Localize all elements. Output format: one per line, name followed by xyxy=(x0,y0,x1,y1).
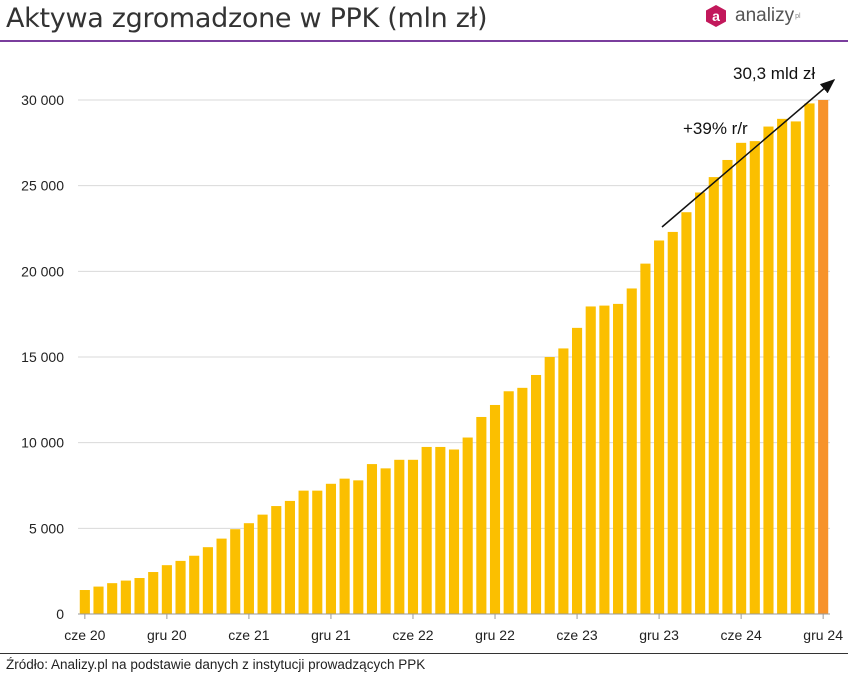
logo-mark-icon: a xyxy=(704,4,728,28)
bar xyxy=(503,391,514,614)
bar xyxy=(79,590,90,614)
bar xyxy=(777,118,788,614)
bar xyxy=(284,500,295,614)
bar xyxy=(585,306,596,614)
bar xyxy=(476,416,487,614)
bar xyxy=(243,523,254,614)
bar xyxy=(298,490,309,614)
bar xyxy=(599,305,610,614)
y-axis: 0 5 000 10 000 15 000 20 000 25 000 30 000 xyxy=(21,92,64,622)
source-note: Źródło: Analizy.pl na podstawie danych z… xyxy=(6,657,426,672)
x-tick-label: gru 20 xyxy=(147,627,187,643)
x-tick-label: cze 20 xyxy=(64,627,105,643)
brand-logo: a analizy pl xyxy=(704,0,801,32)
bar xyxy=(407,459,419,614)
x-tick-label: cze 21 xyxy=(228,627,269,643)
bar xyxy=(134,578,145,614)
logo-suffix: pl xyxy=(795,12,801,20)
x-axis: cze 20 gru 20 cze 21 gru 21 cze 22 gru 22 cze … xyxy=(64,613,843,643)
bar xyxy=(804,103,815,614)
bar xyxy=(749,141,760,614)
bar xyxy=(421,446,432,614)
title-divider xyxy=(0,40,848,42)
bar xyxy=(790,121,801,615)
bar xyxy=(175,560,186,614)
bar xyxy=(216,538,227,614)
bar xyxy=(161,565,172,614)
bar xyxy=(517,387,528,614)
x-tick-label: gru 21 xyxy=(311,627,351,643)
bar xyxy=(736,142,747,614)
bar xyxy=(667,231,678,614)
bar xyxy=(107,583,118,614)
bar xyxy=(681,212,692,614)
bar xyxy=(312,490,323,614)
bar xyxy=(325,483,337,614)
bar xyxy=(366,464,378,614)
bar xyxy=(230,529,241,614)
annotation-growth: +39% r/r xyxy=(683,119,748,138)
bar xyxy=(640,263,651,614)
bar xyxy=(257,514,268,614)
bar xyxy=(380,468,391,614)
bar xyxy=(448,449,460,614)
x-tick-label: gru 22 xyxy=(475,627,515,643)
bar xyxy=(558,348,569,614)
bar xyxy=(818,100,829,614)
y-tick-label: 25 000 xyxy=(21,178,64,194)
y-tick-label: 15 000 xyxy=(21,349,64,365)
bar xyxy=(722,159,733,614)
bar xyxy=(695,192,706,614)
bar xyxy=(708,177,719,614)
y-tick-label: 20 000 xyxy=(21,263,64,279)
y-tick-label: 0 xyxy=(56,606,64,622)
y-tick-label: 10 000 xyxy=(21,435,64,451)
trend-arrow xyxy=(661,79,836,228)
bar-series xyxy=(79,100,829,615)
bar xyxy=(271,506,282,614)
bar xyxy=(763,126,774,614)
bar xyxy=(202,547,213,614)
bar xyxy=(530,374,542,614)
bar xyxy=(489,404,501,614)
bar xyxy=(394,459,405,614)
y-tick-label: 5 000 xyxy=(29,520,64,536)
x-tick-label: cze 22 xyxy=(392,627,433,643)
bar xyxy=(571,327,583,614)
bar xyxy=(93,586,104,614)
bar xyxy=(339,478,350,614)
logo-text: analizy xyxy=(735,5,795,26)
bar xyxy=(613,303,624,614)
svg-text:a: a xyxy=(712,8,720,24)
x-tick-label: cze 24 xyxy=(721,627,762,643)
y-tick-label: 30 000 xyxy=(21,92,64,108)
bar xyxy=(148,572,159,614)
bar xyxy=(544,357,555,614)
bar xyxy=(120,580,131,614)
annotations: 30,3 mld zł +39% r/r xyxy=(661,64,836,228)
annotation-total: 30,3 mld zł xyxy=(733,64,815,83)
bar xyxy=(353,480,364,614)
bar-chart: 0 5 000 10 000 15 000 20 000 25 000 30 000 cze… xyxy=(21,64,843,643)
x-tick-label: gru 23 xyxy=(639,627,679,643)
bar xyxy=(654,240,665,614)
footer-divider xyxy=(0,653,848,654)
x-tick-label: gru 24 xyxy=(803,627,843,643)
bar xyxy=(626,288,637,614)
bar xyxy=(189,555,200,614)
x-tick-label: cze 23 xyxy=(556,627,597,643)
bar xyxy=(462,437,473,614)
bar xyxy=(435,446,446,614)
chart-title: Aktywa zgromadzone w PPK (mln zł) xyxy=(6,3,488,34)
